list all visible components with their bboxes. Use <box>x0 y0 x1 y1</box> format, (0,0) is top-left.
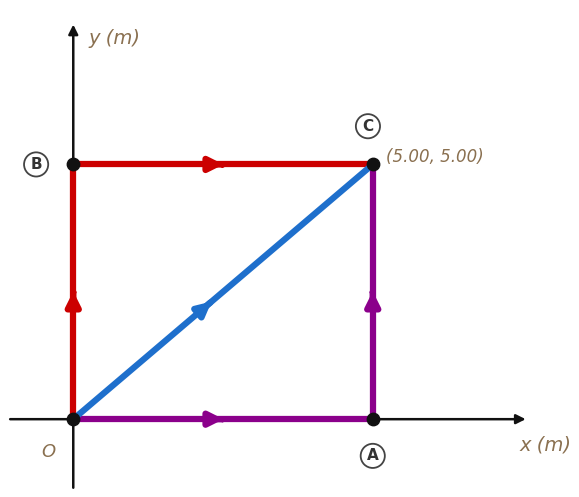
Point <box>69 415 78 423</box>
Text: C: C <box>362 119 373 134</box>
Point <box>368 415 378 423</box>
Text: y (m): y (m) <box>88 29 140 48</box>
Text: B: B <box>30 157 42 172</box>
Point <box>69 161 78 168</box>
Text: x (m): x (m) <box>519 435 571 454</box>
Point <box>368 161 378 168</box>
Text: (5.00, 5.00): (5.00, 5.00) <box>386 148 483 166</box>
Text: O: O <box>41 443 55 461</box>
Text: A: A <box>367 448 379 463</box>
